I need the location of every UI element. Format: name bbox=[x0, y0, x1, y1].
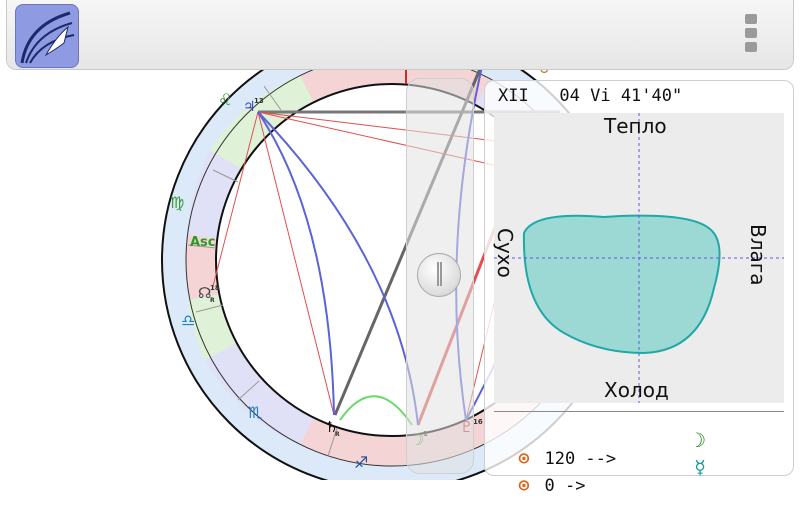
wet-label: Влага bbox=[746, 224, 770, 286]
sign-scorpio-icon: ♏ bbox=[248, 403, 262, 422]
dry-label: Сухо bbox=[493, 228, 517, 278]
mercury-target-icon: ☿ bbox=[694, 455, 707, 479]
saturn-icon[interactable]: ♄ bbox=[325, 418, 338, 436]
sign-leo-icon: ♌ bbox=[218, 90, 232, 109]
sign-libra-icon: ♎ bbox=[181, 311, 195, 330]
sun-icon: ⊙ bbox=[518, 448, 530, 469]
app-logo-icon[interactable] bbox=[15, 4, 79, 68]
warm-label: Тепло bbox=[604, 114, 667, 138]
aspect-row[interactable]: ⊙ 0 -> ☿ bbox=[498, 455, 728, 496]
action-bar bbox=[6, 0, 794, 70]
aspect-divider bbox=[494, 411, 784, 412]
sun-icon: ⊙ bbox=[518, 475, 530, 496]
sign-sagittarius-icon: ♐ bbox=[354, 453, 368, 472]
jupiter-degree: 13 bbox=[254, 97, 264, 105]
temperament-shape bbox=[522, 214, 721, 355]
aspect-row[interactable]: ⊙ 120 --> ☽ bbox=[498, 428, 728, 469]
scroll-handle[interactable] bbox=[417, 253, 461, 297]
jupiter-icon[interactable]: ♃ bbox=[243, 99, 256, 115]
aspect-text: 0 -> bbox=[544, 476, 586, 496]
pluto-degree: 16 bbox=[473, 418, 483, 426]
asc-label: Asc bbox=[190, 235, 216, 250]
moon-target-icon: ☽ bbox=[694, 428, 707, 452]
saturn-retro-mark: R bbox=[335, 431, 340, 438]
node-icon[interactable]: ☊ bbox=[198, 284, 211, 302]
aspect-text: 120 --> bbox=[544, 449, 617, 469]
node-retro-mark: R bbox=[210, 297, 215, 304]
scroll-handle-grip-icon bbox=[437, 262, 442, 286]
house-position-readout: XII 04 Vi 41'40" bbox=[498, 86, 683, 106]
overflow-menu-icon[interactable] bbox=[743, 14, 759, 56]
sign-virgo-icon: ♍ bbox=[170, 193, 184, 212]
temperament-diagram bbox=[494, 113, 784, 403]
cold-label: Холод bbox=[604, 378, 669, 402]
node-degree: 18 bbox=[210, 284, 220, 292]
